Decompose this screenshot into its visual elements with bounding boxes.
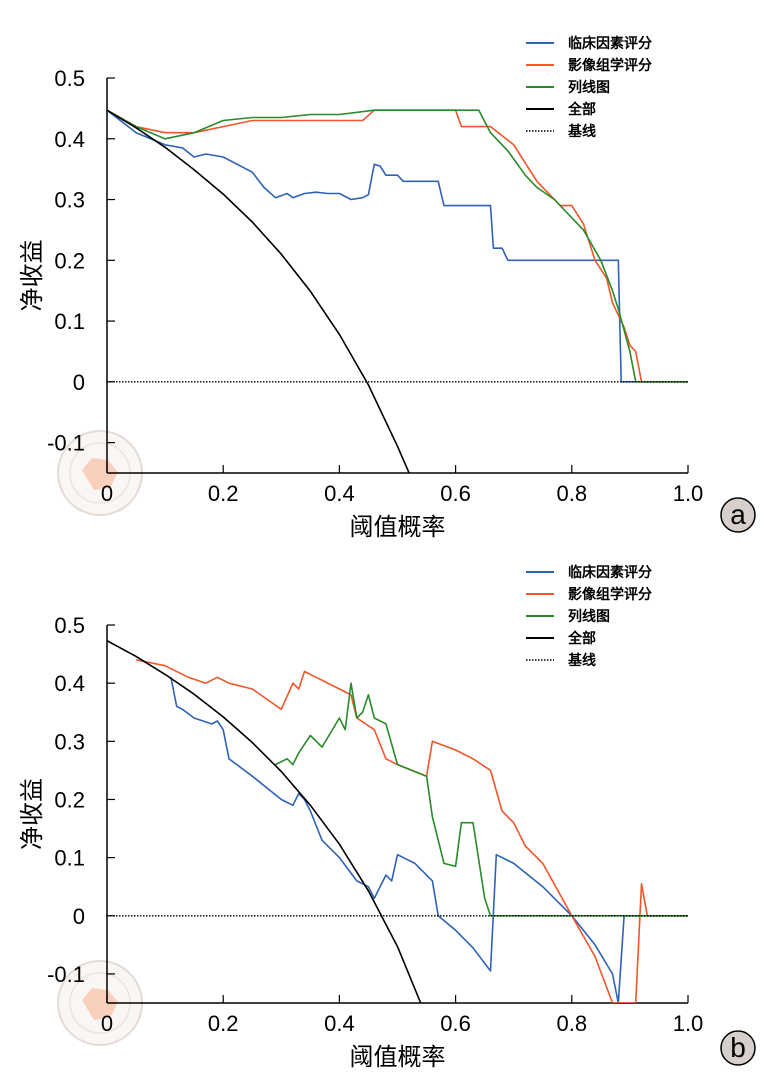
x-tick-label: 1.0 bbox=[673, 1011, 704, 1036]
legend-label-3: 全部 bbox=[567, 630, 596, 647]
x-tick-label: 0.4 bbox=[324, 481, 355, 506]
series-line-0 bbox=[107, 109, 688, 383]
series-line-1 bbox=[107, 109, 688, 383]
series-line-3 bbox=[107, 639, 422, 1003]
y-tick-label: 0.5 bbox=[54, 66, 85, 91]
y-tick-label: 0.5 bbox=[54, 613, 85, 638]
x-tick-label: 0.2 bbox=[208, 481, 239, 506]
legend-label-3: 全部 bbox=[567, 101, 596, 118]
x-tick-label: 0.6 bbox=[440, 481, 471, 506]
x-tick-label: 0.4 bbox=[324, 1011, 355, 1036]
y-tick-label: -0.1 bbox=[47, 962, 85, 987]
legend-label-1: 影像组学评分 bbox=[568, 586, 652, 603]
legend-label-4: 基线 bbox=[568, 652, 596, 669]
panel-label: a bbox=[730, 499, 746, 530]
y-tick-label: 0 bbox=[73, 904, 85, 929]
y-tick-label: 0.3 bbox=[54, 729, 85, 754]
series-line-3 bbox=[107, 109, 410, 473]
panel-badge bbox=[720, 1030, 756, 1066]
y-tick-label: 0 bbox=[73, 370, 85, 395]
panel-badge bbox=[720, 497, 756, 533]
y-tick-label: 0.3 bbox=[54, 188, 85, 213]
y-axis-title: 净收益 bbox=[18, 240, 46, 312]
series-line-2 bbox=[107, 109, 688, 383]
panel-label: b bbox=[730, 1032, 746, 1063]
x-tick-label: 1.0 bbox=[673, 481, 704, 506]
y-tick-label: 0.4 bbox=[54, 671, 85, 696]
x-tick-label: 0 bbox=[101, 481, 113, 506]
series-line-0 bbox=[170, 677, 688, 1003]
y-tick-label: 0.1 bbox=[54, 309, 85, 334]
legend-label-0: 临床因素评分 bbox=[568, 35, 652, 52]
y-tick-label: 0.2 bbox=[54, 248, 85, 273]
y-axis-title: 净收益 bbox=[18, 778, 46, 850]
chart-panel-b: 0 0.2 0.4 0.6 0.8 1.0 0.5 0.4 0.3 0.2 0.1 0 -0.1 阈值概率… bbox=[18, 564, 756, 1071]
y-tick-label: 0.2 bbox=[54, 787, 85, 812]
legend-label-2: 列线图 bbox=[568, 79, 610, 96]
legend-label-1: 影像组学评分 bbox=[568, 57, 652, 74]
x-tick-label: 0.8 bbox=[557, 481, 588, 506]
x-axis-title: 阈值概率 bbox=[350, 513, 446, 541]
series-line-1 bbox=[135, 659, 688, 1003]
y-tick-label: 0.1 bbox=[54, 846, 85, 871]
x-tick-label: 0.8 bbox=[557, 1011, 588, 1036]
x-tick-label: 0 bbox=[101, 1011, 113, 1036]
legend-label-0: 临床因素评分 bbox=[568, 564, 652, 581]
y-tick-label: -0.1 bbox=[47, 431, 85, 456]
y-tick-label: 0.4 bbox=[54, 127, 85, 152]
watermark-seal-b bbox=[57, 960, 143, 1046]
x-axis-title: 阈值概率 bbox=[350, 1043, 446, 1071]
series-line-2 bbox=[275, 682, 688, 917]
legend-label-2: 列线图 bbox=[568, 608, 610, 625]
x-tick-label: 0.2 bbox=[208, 1011, 239, 1036]
chart-panel-a: 0 0.2 0.4 0.6 0.8 1.0 0.5 0.4 0.3 0.2 0.1 0 -0.1 阈值概率… bbox=[18, 35, 756, 541]
x-tick-label: 0.6 bbox=[440, 1011, 471, 1036]
legend-label-4: 基线 bbox=[568, 123, 596, 140]
